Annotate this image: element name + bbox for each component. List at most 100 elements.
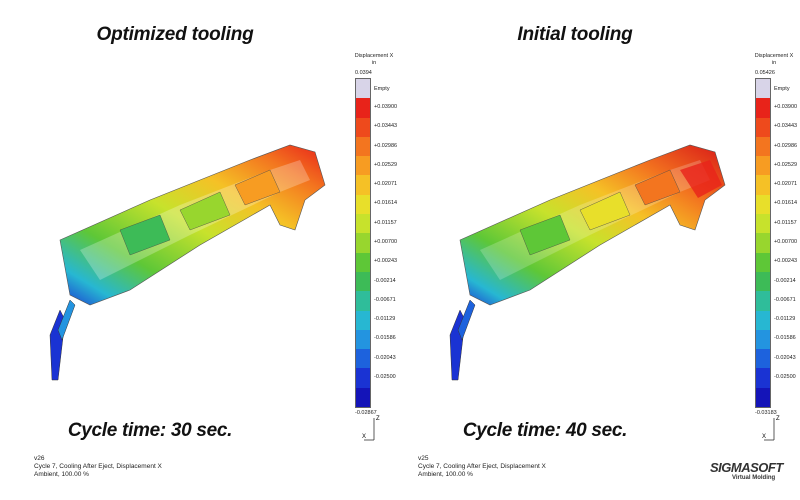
legend-tick-label: -0.02043: [374, 354, 396, 361]
cycle-time: Cycle time: 30 sec.: [67, 420, 233, 441]
scale-segment: [356, 117, 370, 137]
scale-segment: [356, 214, 370, 234]
axis-x-label: X: [762, 434, 766, 440]
legend-tick-label: +0.02071: [374, 181, 398, 188]
legend-min: -0.02867: [355, 410, 377, 416]
legend-tick-label: +0.02529: [374, 161, 398, 168]
footer-line: v25: [418, 455, 429, 462]
legend-tick-label: +0.03900: [774, 103, 798, 110]
scale-segment: [356, 310, 370, 330]
footer-line: Cycle 7, Cooling After Eject, Displaceme…: [34, 463, 162, 470]
part-displacement-render: [49, 144, 326, 381]
legend-tick-label: -0.02043: [774, 354, 796, 361]
scale-empty-segment: [756, 79, 770, 99]
scale-segment: [756, 214, 770, 234]
scale-segment: [356, 156, 370, 176]
scale-segment: [756, 368, 770, 388]
scale-segment: [756, 117, 770, 137]
legend-title: Displacement X in: [752, 53, 796, 67]
legend-tick-label: +0.02986: [774, 142, 798, 149]
scale-segment: [756, 291, 770, 311]
legend-title-quantity: Displacement X: [754, 53, 794, 59]
legend-tick-label: -0.01586: [374, 335, 396, 342]
scale-segment: [756, 233, 770, 253]
legend-tick-label: -0.02500: [374, 374, 396, 381]
legend-tick-label: -0.01129: [374, 316, 396, 323]
legend-max: 0.05426: [755, 70, 775, 76]
panel-initial: Initial tooling Displacement X in 0.0542…: [400, 0, 800, 500]
scale-segment: [356, 233, 370, 253]
panel-title: Optimized tooling: [96, 24, 254, 45]
axis-triad-icon: Z X: [362, 416, 380, 441]
legend-tick-label: +0.01614: [774, 200, 798, 207]
legend-tick-label: +0.03443: [374, 123, 398, 130]
scale-segment: [756, 310, 770, 330]
part-displacement-render: [449, 144, 726, 381]
footer-line: Ambient, 100.00 %: [34, 471, 89, 478]
scale-segment: [756, 156, 770, 176]
scale-segment: [756, 136, 770, 157]
scale-segment: [756, 329, 770, 350]
scale-segment: [756, 98, 770, 118]
legend-title-unit: in: [771, 60, 777, 66]
scale-segment: [356, 271, 370, 292]
sigmasoft-logo: SIGMASOFT Virtual Molding: [710, 460, 800, 490]
logo-tagline: Virtual Molding: [732, 475, 776, 481]
legend-tick-label: -0.01586: [774, 335, 796, 342]
legend-tick-label: -0.00214: [374, 277, 396, 284]
scale-segment: [756, 194, 770, 215]
axis-z-label: Z: [776, 416, 780, 422]
scale-segment: [356, 194, 370, 215]
legend-empty-label: Empty: [374, 86, 390, 92]
legend-tick-label: +0.02529: [774, 161, 798, 168]
footer-info: v25 Cycle 7, Cooling After Eject, Displa…: [418, 455, 546, 479]
legend-tick-label: +0.02986: [374, 142, 398, 149]
scale-segment: [356, 136, 370, 157]
scale-segment: [756, 349, 770, 369]
legend-max: 0.0394: [355, 70, 372, 76]
legend-min: -0.03183: [755, 410, 777, 416]
legend-tick-label: +0.01157: [774, 219, 797, 226]
footer-line: v26: [34, 455, 45, 462]
scale-segment: [356, 329, 370, 350]
legend-title: Displacement X in: [352, 53, 396, 67]
legend-title-unit: in: [371, 60, 377, 66]
scale-segment: [756, 175, 770, 195]
scale-segment: [756, 271, 770, 292]
legend-tick-label: -0.00671: [374, 296, 396, 303]
legend-tick-label: -0.01129: [774, 316, 796, 323]
legend-tick-label: -0.00671: [774, 296, 796, 303]
color-scale: [355, 78, 371, 408]
footer-line: Cycle 7, Cooling After Eject, Displaceme…: [418, 463, 546, 470]
scale-segment: [756, 252, 770, 272]
legend-tick-label: +0.03443: [774, 123, 798, 130]
scale-segment: [356, 175, 370, 195]
legend-tick-label: -0.02500: [774, 374, 796, 381]
scale-segment: [356, 387, 370, 407]
color-scale: [755, 78, 771, 408]
legend-tick-label: +0.03900: [374, 103, 398, 110]
axis-x-label: X: [362, 434, 366, 440]
legend-tick-label: +0.01614: [374, 200, 398, 207]
legend-empty-label: Empty: [774, 86, 790, 92]
legend-tick-label: +0.02071: [774, 181, 798, 188]
scale-segment: [356, 368, 370, 388]
axis-z-label: Z: [376, 416, 380, 422]
legend-tick-label: +0.00700: [374, 239, 398, 245]
axis-triad-icon: Z X: [762, 416, 780, 441]
legend-tick-label: +0.00243: [774, 258, 798, 265]
logo-wordmark: SIGMASOFT: [710, 460, 783, 475]
scale-segment: [356, 349, 370, 369]
footer-line: Ambient, 100.00 %: [418, 471, 473, 478]
panel-title: Initial tooling: [517, 24, 633, 45]
scale-segment: [356, 252, 370, 272]
scale-segment: [356, 98, 370, 118]
scale-segment: [356, 291, 370, 311]
legend-tick-label: +0.00700: [774, 239, 798, 245]
legend-tick-label: +0.01157: [374, 219, 397, 226]
legend-tick-label: -0.00214: [774, 277, 796, 284]
legend-title-quantity: Displacement X: [354, 53, 394, 59]
footer-info: v26 Cycle 7, Cooling After Eject, Displa…: [34, 455, 162, 479]
cycle-time: Cycle time: 40 sec.: [462, 420, 628, 441]
legend-tick-label: +0.00243: [374, 258, 398, 265]
